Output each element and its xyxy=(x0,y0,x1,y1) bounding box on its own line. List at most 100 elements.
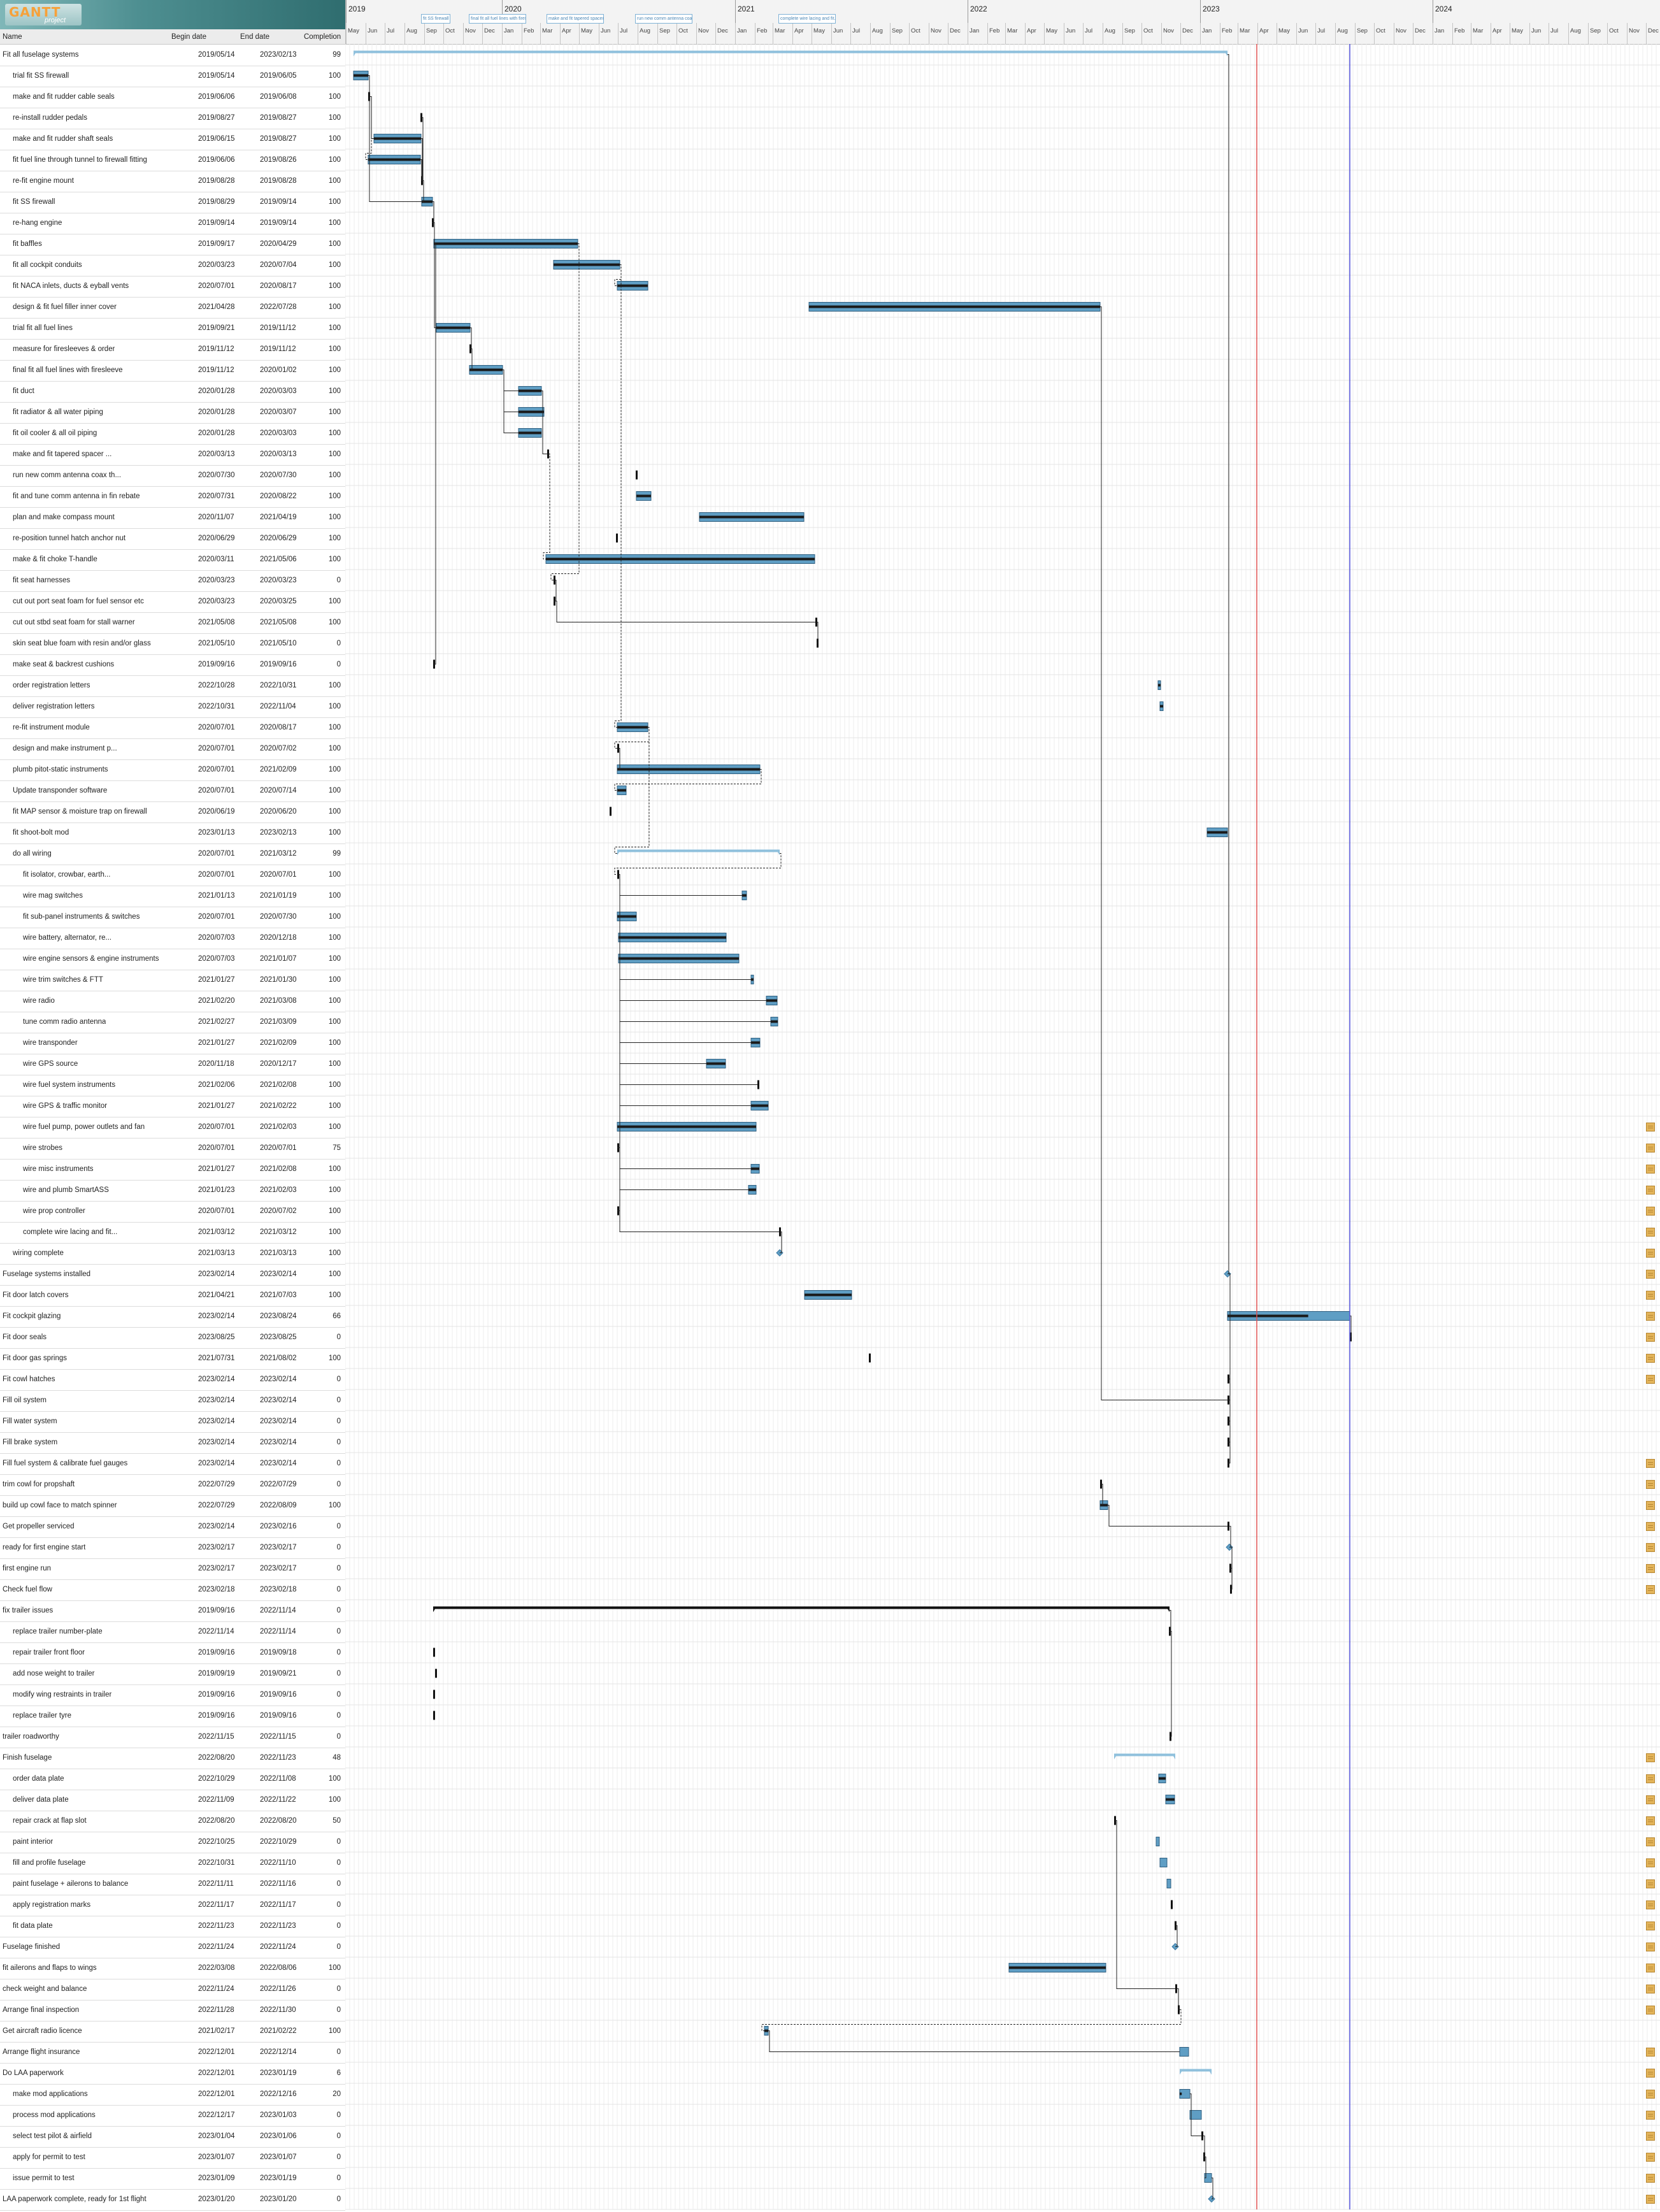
note-icon[interactable] xyxy=(1646,1816,1655,1825)
task-row[interactable]: fill and profile fuselage 2022/10/31 2022/… xyxy=(0,1853,345,1874)
task-row[interactable]: Get aircraft radio licence 2021/02/17 2021… xyxy=(0,2021,345,2043)
task-row[interactable]: wire fuel pump, power outlets and fan 202… xyxy=(0,1117,345,1138)
note-icon[interactable] xyxy=(1646,1837,1655,1846)
task-row[interactable]: Finish fuselage 2022/08/20 2022/11/23 48 xyxy=(0,1748,345,1769)
task-row[interactable]: fit ailerons and flaps to wings 2022/03/0… xyxy=(0,1958,345,1979)
task-row[interactable]: Fill fuel system & calibrate fuel gauges… xyxy=(0,1453,345,1475)
task-bar-short[interactable] xyxy=(433,1648,435,1657)
task-bar-short[interactable] xyxy=(610,807,612,816)
note-icon[interactable] xyxy=(1646,1228,1655,1237)
task-row[interactable]: make & fit choke T-handle 2020/03/11 2021/… xyxy=(0,549,345,571)
task-row[interactable]: Fit door seals 2023/08/25 2023/08/25 0 xyxy=(0,1327,345,1349)
summary-bar[interactable] xyxy=(617,849,780,852)
task-bar-short[interactable] xyxy=(1171,1900,1173,1909)
task-row[interactable]: fit radiator & all water piping 2020/01/2… xyxy=(0,402,345,424)
task-row[interactable]: Arrange final inspection 2022/11/28 2022/1… xyxy=(0,2000,345,2022)
task-row[interactable]: make seat & backrest cushions 2019/09/16 2… xyxy=(0,654,345,676)
task-row[interactable]: fit baffles 2019/09/17 2020/04/29 100 xyxy=(0,234,345,255)
task-row[interactable]: design & fit fuel filler inner cover 2021… xyxy=(0,297,345,319)
task-row[interactable]: process mod applications 2022/12/17 2023/0… xyxy=(0,2105,345,2127)
summary-bar[interactable] xyxy=(1180,2069,1212,2072)
note-icon[interactable] xyxy=(1646,1900,1655,1909)
task-row[interactable]: cut out stbd seat foam for stall warner 2… xyxy=(0,612,345,634)
task-bar[interactable] xyxy=(1156,1837,1160,1846)
task-row[interactable]: order data plate 2022/10/29 2022/11/08 100 xyxy=(0,1769,345,1790)
note-icon[interactable] xyxy=(1646,2132,1655,2141)
task-bar[interactable] xyxy=(1179,2047,1189,2057)
task-row[interactable]: measure for firesleeves & order 2019/11/1… xyxy=(0,339,345,361)
note-icon[interactable] xyxy=(1646,2069,1655,2078)
task-bar-short[interactable] xyxy=(617,870,619,879)
task-row[interactable]: Fill water system 2023/02/14 2023/02/14 0 xyxy=(0,1411,345,1433)
task-row[interactable]: fit all cockpit conduits 2020/03/23 2020/0… xyxy=(0,255,345,276)
task-row[interactable]: fit MAP sensor & moisture trap on firewa… xyxy=(0,801,345,823)
task-row[interactable]: re-fit engine mount 2019/08/28 2019/08/28 1… xyxy=(0,171,345,192)
task-row[interactable]: re-fit instrument module 2020/07/01 2020/0… xyxy=(0,717,345,739)
task-bar-short[interactable] xyxy=(433,659,435,669)
task-row[interactable]: replace trailer tyre 2019/09/16 2019/09/16… xyxy=(0,1706,345,1727)
task-bar-short[interactable] xyxy=(1100,1479,1102,1489)
task-row[interactable]: apply registration marks 2022/11/17 2022/1… xyxy=(0,1895,345,1916)
note-icon[interactable] xyxy=(1646,1985,1655,1993)
note-icon[interactable] xyxy=(1646,1165,1655,1174)
note-icon[interactable] xyxy=(1646,2174,1655,2183)
task-bar-short[interactable] xyxy=(616,533,618,543)
task-bar-short[interactable] xyxy=(420,113,422,122)
note-icon[interactable] xyxy=(1646,1543,1655,1552)
note-icon[interactable] xyxy=(1646,1795,1655,1804)
note-icon[interactable] xyxy=(1646,1333,1655,1342)
task-row[interactable]: ready for first engine start 2023/02/17 20… xyxy=(0,1537,345,1559)
task-row[interactable]: Get propeller serviced 2023/02/14 2023/02/… xyxy=(0,1516,345,1538)
task-row[interactable]: wire battery, alternator, re... 2020/07/0… xyxy=(0,928,345,949)
task-bar[interactable] xyxy=(1166,1879,1171,1888)
task-bar-short[interactable] xyxy=(1175,1921,1177,1930)
task-bar-short[interactable] xyxy=(757,1080,759,1089)
task-bar-short[interactable] xyxy=(1201,2131,1203,2141)
task-row[interactable]: make and fit rudder cable seals 2019/06/0… xyxy=(0,87,345,108)
task-row[interactable]: skin seat blue foam with resin and/or gl… xyxy=(0,633,345,655)
task-row[interactable]: Fit cockpit glazing 2023/02/14 2023/08/24 6… xyxy=(0,1306,345,1328)
task-row[interactable]: re-position tunnel hatch anchor nut 2020/… xyxy=(0,528,345,550)
task-row[interactable]: fix trailer issues 2019/09/16 2022/11/14 0 xyxy=(0,1600,345,1622)
task-row[interactable]: issue permit to test 2023/01/09 2023/01/19… xyxy=(0,2168,345,2190)
task-row[interactable]: trailer roadworthy 2022/11/15 2022/11/15 0 xyxy=(0,1727,345,1748)
task-bar-short[interactable] xyxy=(815,617,817,627)
task-row[interactable]: paint interior 2022/10/25 2022/10/29 0 xyxy=(0,1832,345,1853)
column-header-name[interactable]: Name xyxy=(3,33,22,41)
task-row[interactable]: add nose weight to trailer 2019/09/19 2019… xyxy=(0,1663,345,1685)
task-bar-short[interactable] xyxy=(869,1353,871,1363)
task-row[interactable]: Fit door latch covers 2021/04/21 2021/07/0… xyxy=(0,1285,345,1307)
task-row[interactable]: build up cowl face to match spinner 2022/… xyxy=(0,1495,345,1517)
task-row[interactable]: Fuselage finished 2022/11/24 2022/11/24 0 xyxy=(0,1937,345,1958)
timeline-task-caption[interactable]: run new comm antenna coax th... xyxy=(635,14,692,24)
task-row[interactable]: fit NACA inlets, ducts & eyball vents 202… xyxy=(0,276,345,298)
task-row[interactable]: wire GPS & traffic monitor 2021/01/27 2021… xyxy=(0,1096,345,1117)
task-row[interactable]: re-install rudder pedals 2019/08/27 2019/0… xyxy=(0,108,345,129)
task-row[interactable]: make and fit rudder shaft seals 2019/06/1… xyxy=(0,129,345,150)
task-row[interactable]: Update transponder software 2020/07/01 202… xyxy=(0,780,345,802)
note-icon[interactable] xyxy=(1646,1501,1655,1510)
note-icon[interactable] xyxy=(1646,1123,1655,1131)
task-bar-short[interactable] xyxy=(1227,1521,1229,1531)
task-bar-short[interactable] xyxy=(435,1669,437,1678)
note-icon[interactable] xyxy=(1646,1144,1655,1153)
note-icon[interactable] xyxy=(1646,1585,1655,1594)
task-row[interactable]: do all wiring 2020/07/01 2021/03/12 99 xyxy=(0,844,345,865)
task-row[interactable]: complete wire lacing and fit... 2021/03/1… xyxy=(0,1222,345,1244)
task-bar-short[interactable] xyxy=(1175,1984,1177,1993)
note-icon[interactable] xyxy=(1646,1375,1655,1384)
note-icon[interactable] xyxy=(1646,1858,1655,1867)
note-icon[interactable] xyxy=(1646,1186,1655,1195)
task-row[interactable]: wire transponder 2021/01/27 2021/02/09 100 xyxy=(0,1033,345,1054)
task-row[interactable]: Do LAA paperwork 2022/12/01 2023/01/19 6 xyxy=(0,2063,345,2085)
task-row[interactable]: plan and make compass mount 2020/11/07 202… xyxy=(0,507,345,529)
task-row[interactable]: select test pilot & airfield 2023/01/04 20… xyxy=(0,2126,345,2148)
note-icon[interactable] xyxy=(1646,2153,1655,2162)
task-row[interactable]: repair crack at flap slot 2022/08/20 2022/… xyxy=(0,1811,345,1832)
task-row[interactable]: Arrange flight insurance 2022/12/01 2022/1… xyxy=(0,2042,345,2064)
task-row[interactable]: make and fit tapered spacer ... 2020/03/1… xyxy=(0,444,345,466)
note-icon[interactable] xyxy=(1646,1879,1655,1888)
column-header-begin-date[interactable]: Begin date xyxy=(171,33,206,41)
note-icon[interactable] xyxy=(1646,1270,1655,1279)
task-row[interactable]: wire fuel system instruments 2021/02/06 20… xyxy=(0,1075,345,1096)
